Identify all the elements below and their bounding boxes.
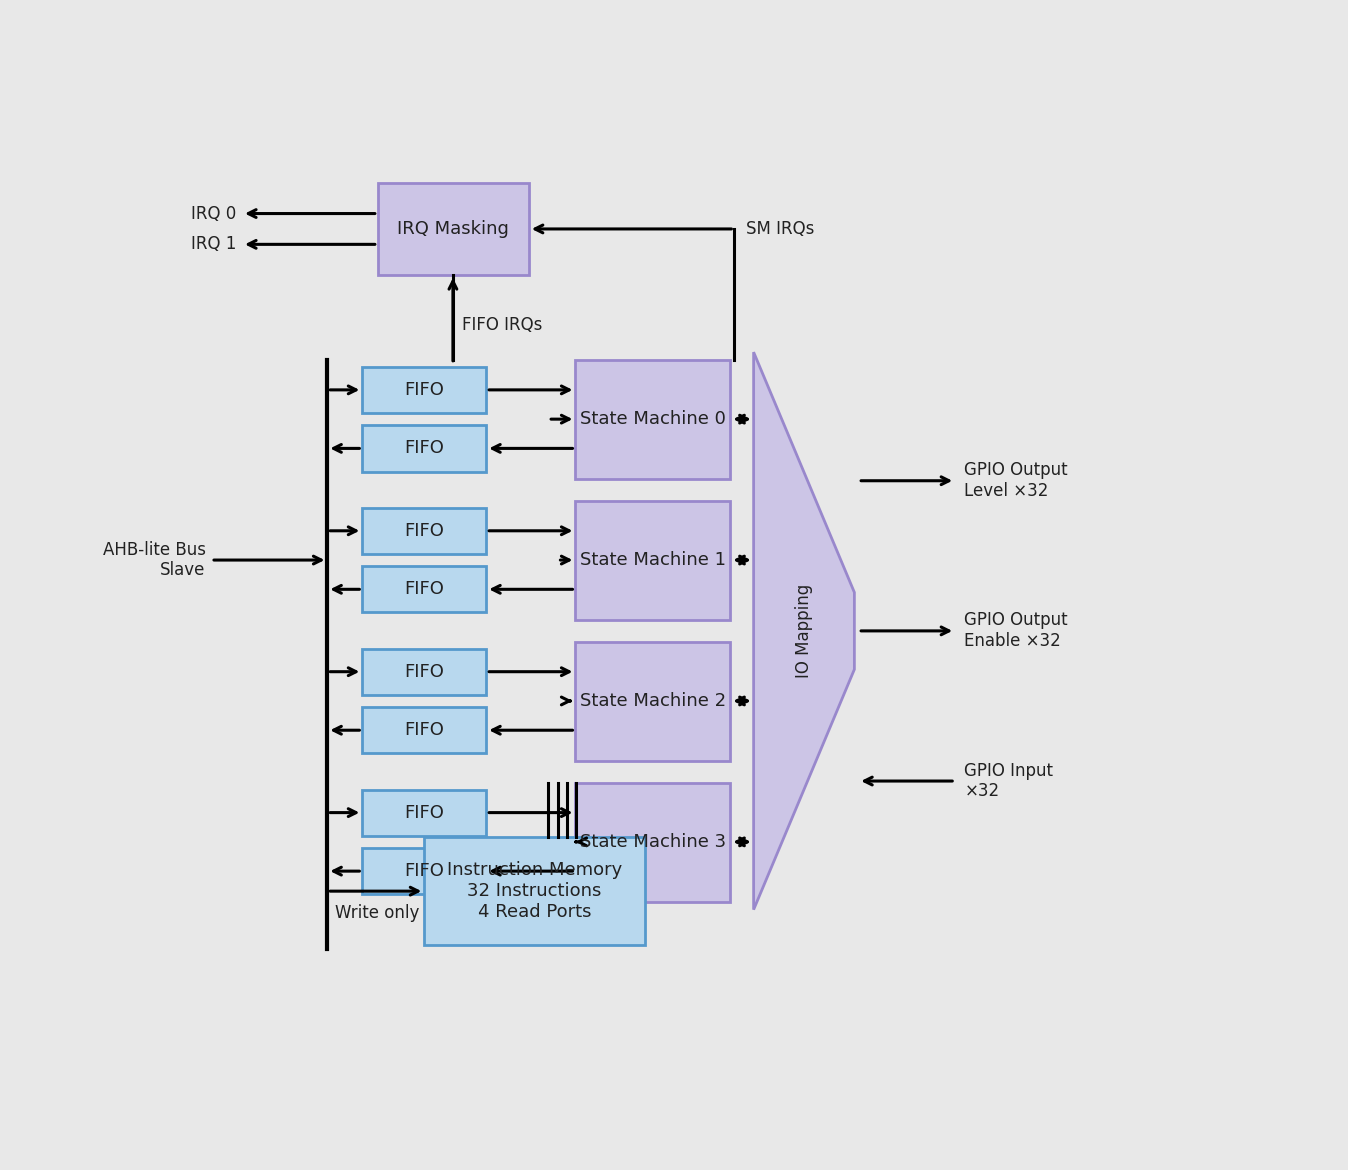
- Text: Write only: Write only: [336, 903, 419, 922]
- FancyBboxPatch shape: [363, 566, 487, 612]
- Text: FIFO: FIFO: [404, 522, 445, 539]
- Text: FIFO: FIFO: [404, 580, 445, 598]
- Text: FIFO IRQs: FIFO IRQs: [462, 316, 543, 335]
- Text: IRQ 0: IRQ 0: [191, 205, 237, 222]
- Text: FIFO: FIFO: [404, 721, 445, 739]
- Text: IRQ 1: IRQ 1: [191, 235, 237, 254]
- Text: GPIO Output
Enable ×32: GPIO Output Enable ×32: [964, 612, 1068, 651]
- Text: State Machine 2: State Machine 2: [580, 691, 727, 710]
- Text: State Machine 0: State Machine 0: [580, 411, 725, 428]
- FancyBboxPatch shape: [425, 838, 646, 945]
- Text: GPIO Input
×32: GPIO Input ×32: [964, 762, 1053, 800]
- Text: FIFO: FIFO: [404, 662, 445, 681]
- Polygon shape: [754, 352, 855, 909]
- FancyBboxPatch shape: [363, 848, 487, 894]
- Text: GPIO Output
Level ×32: GPIO Output Level ×32: [964, 461, 1068, 500]
- FancyBboxPatch shape: [576, 501, 731, 620]
- Text: FIFO: FIFO: [404, 440, 445, 457]
- Text: AHB-lite Bus
Slave: AHB-lite Bus Slave: [102, 541, 206, 579]
- FancyBboxPatch shape: [377, 183, 528, 275]
- Text: FIFO: FIFO: [404, 804, 445, 821]
- FancyBboxPatch shape: [576, 641, 731, 760]
- Text: Instruction Memory
32 Instructions
4 Read Ports: Instruction Memory 32 Instructions 4 Rea…: [446, 861, 621, 921]
- Text: FIFO: FIFO: [404, 381, 445, 399]
- Text: IO Mapping: IO Mapping: [795, 584, 813, 679]
- FancyBboxPatch shape: [576, 783, 731, 902]
- FancyBboxPatch shape: [363, 508, 487, 553]
- FancyBboxPatch shape: [363, 366, 487, 413]
- FancyBboxPatch shape: [576, 360, 731, 480]
- FancyBboxPatch shape: [363, 707, 487, 753]
- Text: SM IRQs: SM IRQs: [745, 220, 814, 238]
- Text: IRQ Masking: IRQ Masking: [398, 220, 508, 238]
- Text: State Machine 1: State Machine 1: [580, 551, 725, 569]
- Text: State Machine 3: State Machine 3: [580, 833, 727, 851]
- FancyBboxPatch shape: [363, 790, 487, 835]
- Text: FIFO: FIFO: [404, 862, 445, 880]
- FancyBboxPatch shape: [363, 648, 487, 695]
- FancyBboxPatch shape: [363, 426, 487, 472]
